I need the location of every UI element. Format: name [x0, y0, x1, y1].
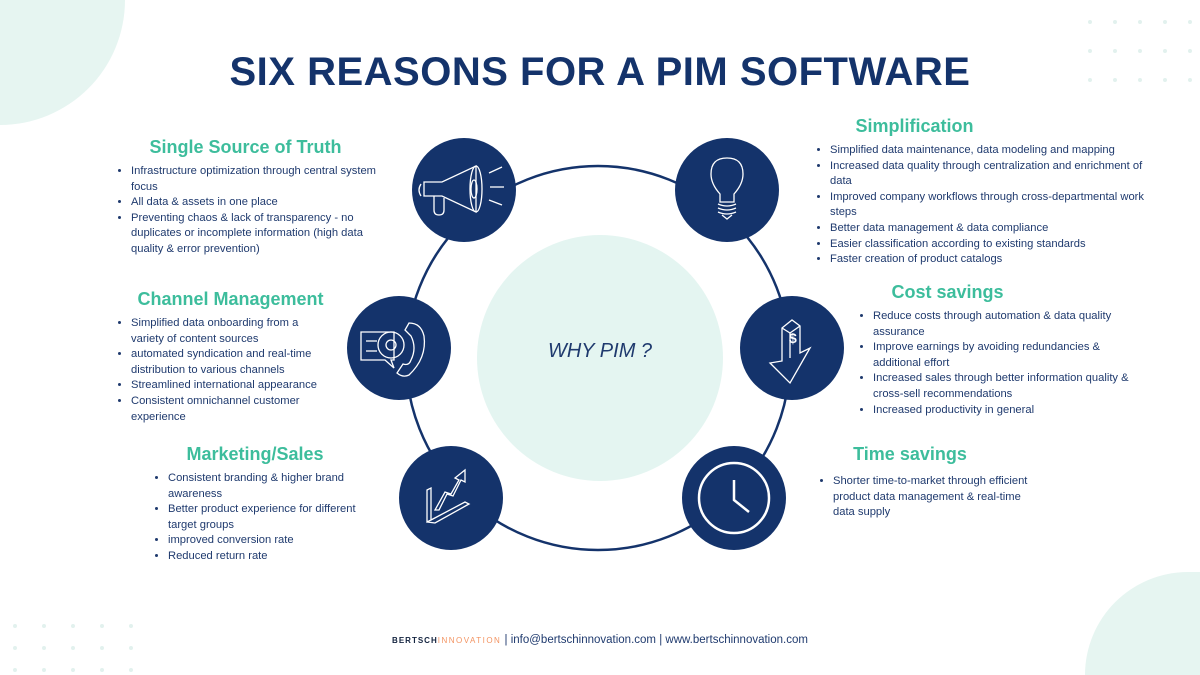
list-item: Reduced return rate — [168, 549, 360, 565]
decor-dot — [1163, 49, 1167, 53]
decor-dot — [1138, 78, 1142, 82]
section-channel-management: Channel Management Simplified data onboa… — [118, 289, 333, 425]
list-item: automated syndication and real-time dist… — [131, 347, 333, 378]
section-marketing-sales: Marketing/Sales Consistent branding & hi… — [155, 444, 360, 565]
decor-dot — [42, 624, 46, 628]
decor-dot — [100, 668, 104, 672]
svg-text:$: $ — [789, 330, 797, 346]
decor-dot — [129, 646, 133, 650]
section-single-source-of-truth: Single Source of Truth Infrastructure op… — [118, 137, 393, 258]
section-heading: Channel Management — [137, 289, 324, 309]
page-title: SIX REASONS FOR A PIM SOFTWARE — [229, 50, 971, 94]
decor-dot — [1163, 20, 1167, 24]
email-phone-icon — [347, 296, 451, 400]
footer-website-link[interactable]: www.bertschinnovation.com — [665, 634, 808, 646]
list-item: Consistent branding & higher brand aware… — [168, 471, 360, 502]
decor-dot — [1138, 20, 1142, 24]
section-heading: Simplification — [855, 116, 974, 136]
decor-dot — [1138, 49, 1142, 53]
decor-dot — [129, 624, 133, 628]
list-item: Streamlined international appearance — [131, 378, 333, 394]
decor-dot — [42, 646, 46, 650]
section-list: Reduce costs through automation & data q… — [860, 309, 1135, 418]
decor-dot — [1088, 78, 1092, 82]
list-item: Reduce costs through automation & data q… — [873, 309, 1135, 340]
list-item: Easier classification according to exist… — [830, 237, 1157, 253]
list-item: Increased sales through better informati… — [873, 371, 1135, 402]
section-heading: Single Source of Truth — [149, 137, 342, 157]
section-list: Simplified data onboarding from a variet… — [118, 316, 333, 425]
section-time-savings: Time savings Shorter time-to-market thro… — [820, 444, 1045, 521]
decor-dot — [13, 624, 17, 628]
section-cost-savings: Cost savings Reduce costs through automa… — [860, 282, 1135, 418]
decor-dot — [1088, 20, 1092, 24]
section-heading: Marketing/Sales — [186, 444, 324, 464]
center-circle — [477, 235, 723, 481]
section-heading: Cost savings — [891, 282, 1004, 302]
list-item: improved conversion rate — [168, 533, 360, 549]
list-item: Better data management & data compliance — [830, 221, 1157, 237]
decor-dot — [1113, 20, 1117, 24]
list-item: Faster creation of product catalogs — [830, 252, 1157, 268]
list-item: Increased productivity in general — [873, 403, 1135, 419]
decor-dots-bottom-left — [13, 624, 133, 672]
clock-icon — [682, 446, 786, 550]
decor-dot — [100, 624, 104, 628]
list-item: Consistent omnichannel customer experien… — [131, 394, 333, 425]
list-item: Infrastructure optimization through cent… — [131, 164, 393, 195]
list-item: Improved company workflows through cross… — [830, 190, 1157, 221]
list-item: Simplified data maintenance, data modeli… — [830, 143, 1157, 159]
section-heading: Time savings — [853, 444, 967, 464]
section-list: Consistent branding & higher brand aware… — [155, 471, 360, 565]
section-simplification: Simplification Simplified data maintenan… — [817, 116, 1157, 268]
dollar-down-arrow-icon: $ — [740, 296, 844, 400]
decor-dot — [1113, 78, 1117, 82]
decor-dot — [1088, 49, 1092, 53]
decor-dot — [1188, 20, 1192, 24]
list-item: Simplified data onboarding from a variet… — [131, 316, 333, 347]
section-list: Simplified data maintenance, data modeli… — [817, 143, 1157, 268]
list-item: Shorter time-to-market through efficient… — [833, 474, 1045, 521]
footer-separator: | — [659, 634, 663, 646]
footer: BERTSCHINNOVATION | info@bertschinnovati… — [0, 634, 1200, 646]
decor-dots-top-right — [1088, 20, 1192, 82]
megaphone-icon — [412, 138, 516, 242]
list-item: All data & assets in one place — [131, 195, 393, 211]
footer-email-link[interactable]: info@bertschinnovation.com — [510, 634, 656, 646]
list-item: Better product experience for different … — [168, 502, 360, 533]
decor-dot — [1188, 78, 1192, 82]
decor-dot — [71, 624, 75, 628]
decor-dot — [1163, 78, 1167, 82]
decor-dot — [1188, 49, 1192, 53]
footer-separator: | — [504, 634, 508, 646]
center-label: WHY PIM ? — [547, 340, 653, 362]
section-list: Shorter time-to-market through efficient… — [820, 474, 1045, 521]
growth-chart-icon — [399, 446, 503, 550]
decor-dot — [71, 668, 75, 672]
decor-dot — [13, 668, 17, 672]
lightbulb-icon — [675, 138, 779, 242]
brand-logo: BERTSCHINNOVATION — [392, 636, 502, 645]
decor-dot — [13, 646, 17, 650]
decor-dot — [42, 668, 46, 672]
decor-dot — [129, 668, 133, 672]
list-item: Increased data quality through centraliz… — [830, 159, 1157, 190]
list-item: Improve earnings by avoiding redundancie… — [873, 340, 1135, 371]
list-item: Preventing chaos & lack of transparency … — [131, 211, 393, 258]
decor-dot — [1113, 49, 1117, 53]
decor-dot — [100, 646, 104, 650]
decor-dot — [71, 646, 75, 650]
section-list: Infrastructure optimization through cent… — [118, 164, 393, 258]
